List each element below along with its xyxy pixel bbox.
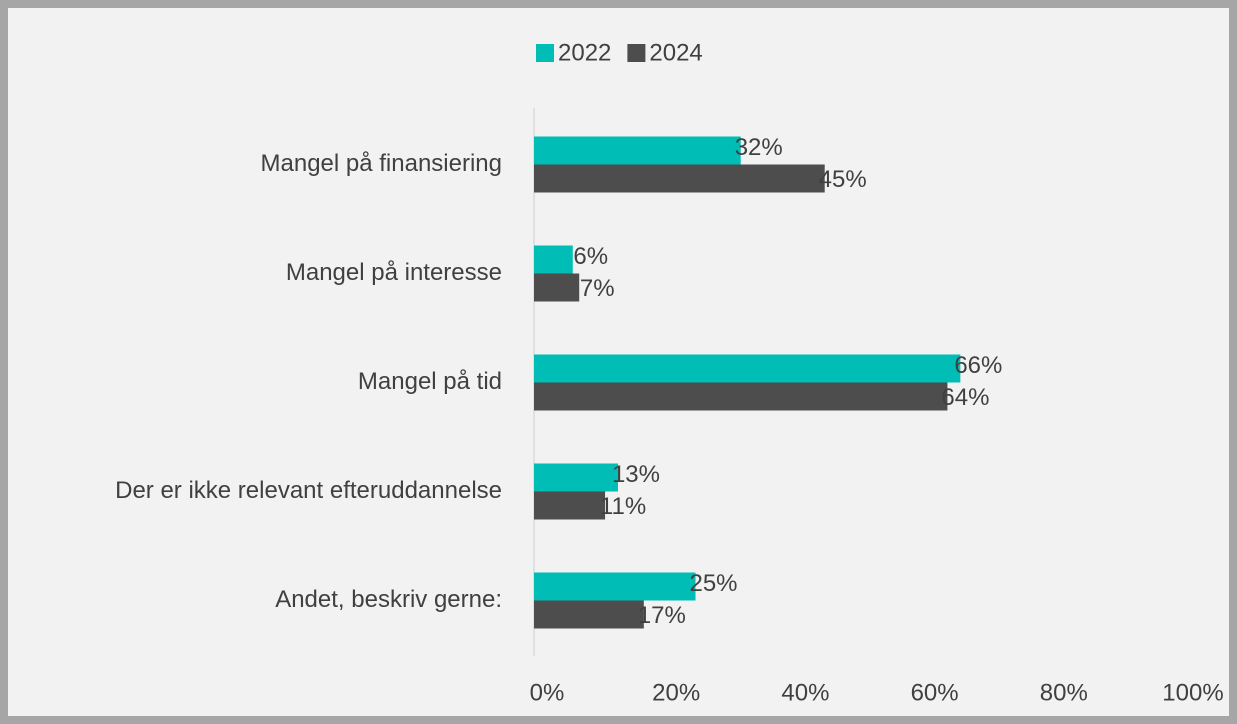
- data-label: 6%: [573, 243, 608, 270]
- y-tick-label: Andet, beskriv gerne:: [275, 586, 502, 613]
- y-tick-label: Der er ikke relevant efteruddannelse: [115, 477, 502, 504]
- data-label: 11%: [600, 493, 646, 520]
- y-tick-label: Mangel på finansiering: [261, 150, 503, 177]
- data-label: 64%: [941, 384, 989, 411]
- x-tick-label: 0%: [530, 679, 565, 706]
- bar: [534, 245, 573, 274]
- data-label: 45%: [819, 166, 867, 193]
- data-label: 32%: [735, 134, 783, 161]
- bar: [534, 136, 741, 165]
- x-tick-label: 60%: [911, 679, 959, 706]
- bar: [534, 491, 606, 520]
- x-tick-label: 40%: [781, 679, 829, 706]
- legend-swatch: [536, 44, 554, 62]
- legend-label: 2022: [558, 39, 611, 66]
- x-tick-label: 80%: [1040, 679, 1088, 706]
- bar: [534, 382, 948, 411]
- data-label: 17%: [638, 602, 686, 629]
- y-tick-label: Mangel på interesse: [286, 259, 502, 286]
- legend-label: 2024: [649, 39, 702, 66]
- data-label: 25%: [689, 570, 737, 597]
- data-label: 13%: [612, 461, 660, 488]
- bar: [534, 572, 696, 601]
- data-label: 66%: [954, 352, 1002, 379]
- bar: [534, 600, 644, 629]
- bar: [534, 463, 618, 492]
- x-tick-label: 20%: [652, 679, 700, 706]
- y-tick-label: Mangel på tid: [358, 368, 502, 395]
- data-label: 7%: [580, 275, 615, 302]
- bar: [534, 273, 580, 302]
- legend-swatch: [627, 44, 646, 62]
- bar: [534, 354, 961, 383]
- bar: [534, 164, 825, 193]
- x-tick-label: 100%: [1162, 679, 1223, 706]
